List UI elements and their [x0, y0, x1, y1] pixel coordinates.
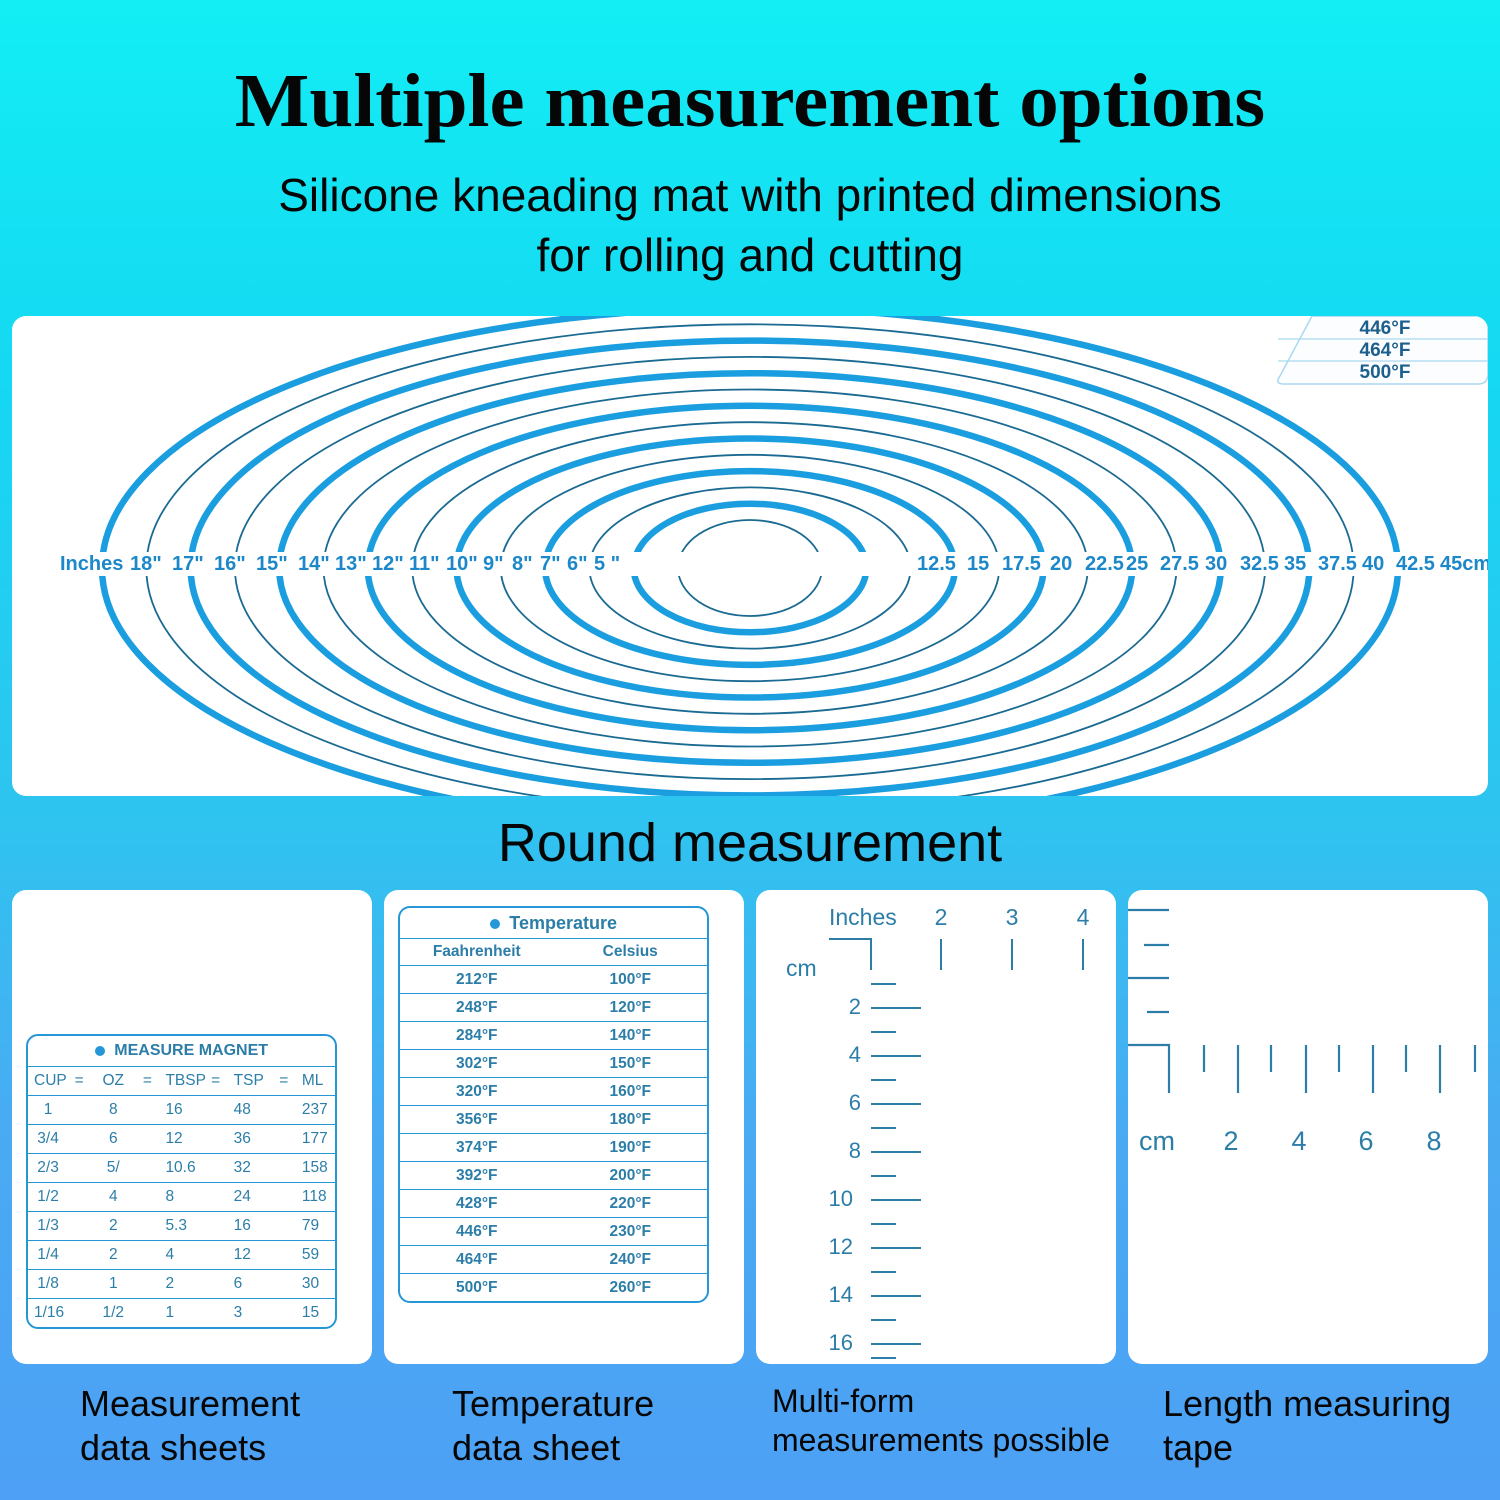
svg-text:14: 14 [829, 1282, 853, 1307]
svg-text:12: 12 [829, 1234, 853, 1259]
svg-text:17.5: 17.5 [1002, 553, 1041, 575]
svg-text:2: 2 [935, 904, 948, 930]
svg-text:500°F: 500°F [1360, 362, 1411, 383]
svg-text:cm: cm [786, 955, 817, 981]
svg-text:16: 16 [829, 1330, 853, 1355]
svg-text:12": 12" [372, 553, 404, 575]
svg-text:2: 2 [1223, 1126, 1238, 1156]
svg-text:45cm: 45cm [1440, 553, 1488, 575]
svg-text:6: 6 [1358, 1126, 1373, 1156]
svg-text:12.5: 12.5 [917, 553, 956, 575]
svg-text:2: 2 [849, 994, 861, 1019]
svg-text:25: 25 [1126, 553, 1148, 575]
svg-text:37.5: 37.5 [1318, 553, 1357, 575]
svg-text:13": 13" [335, 553, 367, 575]
svg-text:8: 8 [1426, 1126, 1441, 1156]
svg-text:Inches: Inches [829, 904, 897, 930]
svg-text:40: 40 [1362, 553, 1384, 575]
svg-text:20: 20 [1050, 553, 1072, 575]
svg-text:10": 10" [446, 553, 478, 575]
svg-text:9": 9" [483, 553, 504, 575]
svg-text:7": 7" [540, 553, 561, 575]
svg-text:Inches: Inches [60, 553, 123, 575]
svg-text:15: 15 [967, 553, 989, 575]
svg-text:4: 4 [849, 1042, 861, 1067]
svg-text:6: 6 [849, 1090, 861, 1115]
svg-text:3: 3 [1006, 904, 1019, 930]
svg-text:cm: cm [1139, 1126, 1175, 1156]
svg-text:8": 8" [512, 553, 533, 575]
svg-text:17": 17" [172, 553, 204, 575]
svg-text:10: 10 [829, 1186, 853, 1211]
svg-text:11": 11" [409, 553, 440, 575]
svg-text:32.5: 32.5 [1240, 553, 1279, 575]
svg-text:464°F: 464°F [1360, 340, 1411, 361]
svg-text:22.5: 22.5 [1085, 553, 1124, 575]
svg-text:4: 4 [1077, 904, 1090, 930]
svg-text:15": 15" [256, 553, 288, 575]
svg-text:446°F: 446°F [1360, 318, 1411, 339]
svg-text:8: 8 [849, 1138, 861, 1163]
svg-text:6": 6" [567, 553, 588, 575]
svg-text:30: 30 [1205, 553, 1227, 575]
svg-text:27.5: 27.5 [1160, 553, 1199, 575]
svg-text:14": 14" [298, 553, 330, 575]
svg-text:5 ": 5 " [594, 553, 620, 575]
svg-text:4: 4 [1291, 1126, 1306, 1156]
svg-text:35: 35 [1284, 553, 1306, 575]
svg-text:42.5: 42.5 [1396, 553, 1435, 575]
svg-text:16": 16" [214, 553, 246, 575]
svg-text:18": 18" [130, 553, 162, 575]
